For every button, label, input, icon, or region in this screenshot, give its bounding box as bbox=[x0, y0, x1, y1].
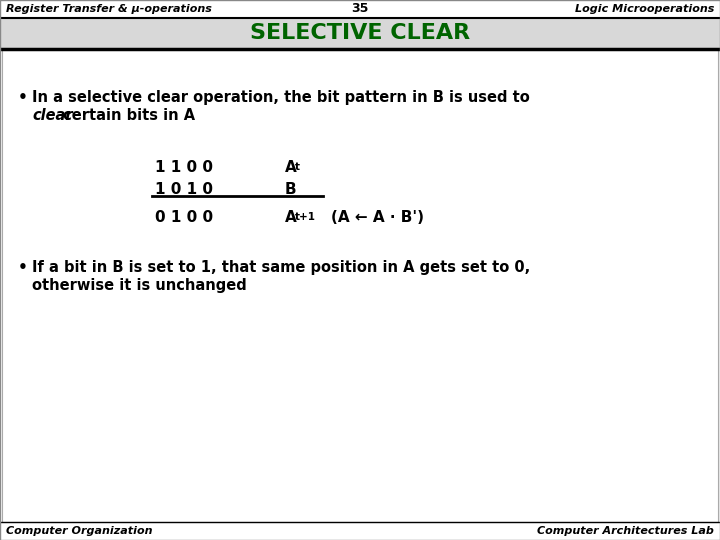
Text: otherwise it is unchanged: otherwise it is unchanged bbox=[32, 278, 247, 293]
Text: 35: 35 bbox=[351, 3, 369, 16]
Text: 0 1 0 0: 0 1 0 0 bbox=[155, 210, 213, 225]
Text: A: A bbox=[285, 160, 297, 175]
Text: •: • bbox=[18, 90, 28, 105]
Text: •: • bbox=[18, 260, 28, 275]
Text: (A ← A · B'): (A ← A · B') bbox=[331, 210, 424, 225]
Text: certain bits in A: certain bits in A bbox=[58, 108, 195, 123]
Text: Computer Organization: Computer Organization bbox=[6, 526, 153, 536]
Text: A: A bbox=[285, 210, 297, 225]
Bar bbox=[0, 18, 720, 48]
Text: Computer Architectures Lab: Computer Architectures Lab bbox=[537, 526, 714, 536]
Text: Logic Microoperations: Logic Microoperations bbox=[575, 4, 714, 14]
Text: If a bit in B is set to 1, that same position in A gets set to 0,: If a bit in B is set to 1, that same pos… bbox=[32, 260, 530, 275]
Text: In a selective clear operation, the bit pattern in B is used to: In a selective clear operation, the bit … bbox=[32, 90, 530, 105]
Bar bbox=[2, 49, 718, 522]
Text: t+1: t+1 bbox=[295, 212, 316, 222]
Text: SELECTIVE CLEAR: SELECTIVE CLEAR bbox=[250, 23, 470, 43]
Text: 1 1 0 0: 1 1 0 0 bbox=[155, 160, 213, 175]
Text: t: t bbox=[295, 162, 300, 172]
Text: Register Transfer & μ-operations: Register Transfer & μ-operations bbox=[6, 4, 212, 14]
Text: clear: clear bbox=[32, 108, 73, 123]
Text: 1 0 1 0: 1 0 1 0 bbox=[155, 182, 213, 197]
Text: B: B bbox=[285, 182, 297, 197]
